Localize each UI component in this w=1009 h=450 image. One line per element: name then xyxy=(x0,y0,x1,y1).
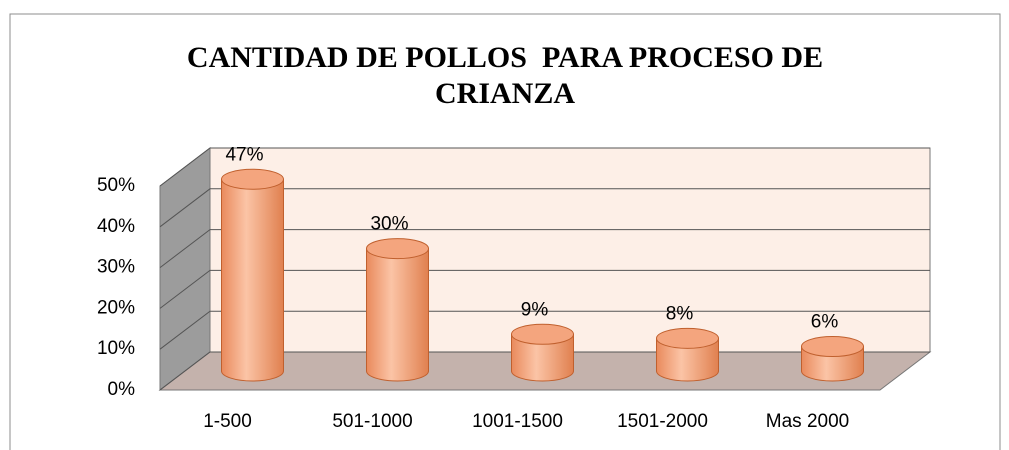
x-tick-label: 1501-2000 xyxy=(617,411,708,432)
bar-top xyxy=(511,323,574,345)
data-label: 6% xyxy=(811,312,839,333)
bar-top xyxy=(221,168,284,190)
x-tick-label: Mas 2000 xyxy=(766,411,849,432)
grid-line xyxy=(159,269,930,309)
labels: 0% 10% 20% 30% 40% 50% 1-500 47% 501-1000 30% 1001… xyxy=(97,144,849,432)
data-label: 8% xyxy=(666,303,694,324)
grid-line xyxy=(159,310,930,350)
chart-frame xyxy=(9,13,1001,450)
y-tick-label: 40% xyxy=(97,216,135,237)
data-label: 47% xyxy=(225,144,263,165)
bar xyxy=(801,336,864,382)
bar-top xyxy=(801,336,864,358)
x-tick-label: 1-500 xyxy=(203,411,252,432)
y-tick-label: 10% xyxy=(97,338,135,359)
y-tick-label: 50% xyxy=(97,175,135,196)
bar xyxy=(656,327,719,382)
bars xyxy=(221,168,864,382)
y-tick-label: 30% xyxy=(97,257,135,278)
bar-body xyxy=(366,248,429,382)
y-tick-label: 20% xyxy=(97,297,135,318)
bar-top xyxy=(656,327,719,349)
x-tick-label: 501-1000 xyxy=(332,411,412,432)
grid-line xyxy=(159,147,930,187)
x-tick-label: 1001-1500 xyxy=(472,411,563,432)
bar xyxy=(366,238,429,382)
data-label: 9% xyxy=(521,299,549,320)
grid-line xyxy=(159,229,930,268)
bar xyxy=(221,168,284,382)
data-label: 30% xyxy=(370,214,408,235)
bar-body xyxy=(656,337,719,382)
y-tick-label: 0% xyxy=(108,379,136,400)
grid-line xyxy=(159,188,930,228)
bar-body xyxy=(511,333,574,382)
chart-title: CANTIDAD DE POLLOS PARA PROCESO DE CRIAN… xyxy=(186,41,831,110)
side-wall xyxy=(159,146,211,392)
bar xyxy=(511,323,574,382)
bar-top xyxy=(366,238,429,260)
bar-body xyxy=(221,178,284,382)
